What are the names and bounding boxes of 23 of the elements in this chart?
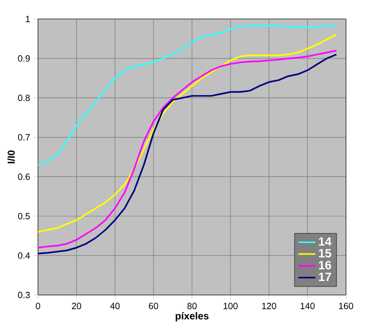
x-tick-label: 100 bbox=[224, 302, 238, 310]
x-tick-label: 140 bbox=[300, 302, 315, 310]
x-tick-label: 160 bbox=[339, 302, 354, 310]
y-tick-label: 0.9 bbox=[18, 55, 30, 62]
y-axis-title: I/I0 bbox=[7, 150, 15, 164]
y-tick-label: 1 bbox=[26, 16, 30, 22]
y-tick-label: 0.3 bbox=[18, 292, 30, 298]
legend-label: 15 bbox=[318, 249, 332, 258]
x-tick-label: 120 bbox=[262, 302, 276, 310]
x-tick-label: 40 bbox=[110, 302, 120, 310]
x-tick-label: 60 bbox=[148, 302, 158, 310]
x-tick-label: 0 bbox=[36, 302, 40, 310]
y-tick-label: 0.4 bbox=[18, 252, 30, 259]
legend-label: 17 bbox=[318, 272, 332, 282]
x-tick-label: 80 bbox=[187, 302, 197, 310]
y-tick-label: 0.8 bbox=[18, 94, 30, 102]
legend-label: 14 bbox=[318, 237, 332, 246]
y-tick-label: 0.5 bbox=[18, 212, 30, 220]
y-tick-label: 0.6 bbox=[18, 174, 30, 180]
x-axis-title: píxeles bbox=[176, 312, 209, 322]
y-tick-label: 0.7 bbox=[18, 134, 30, 140]
legend-label: 16 bbox=[318, 260, 332, 270]
x-tick-label: 20 bbox=[72, 302, 82, 310]
